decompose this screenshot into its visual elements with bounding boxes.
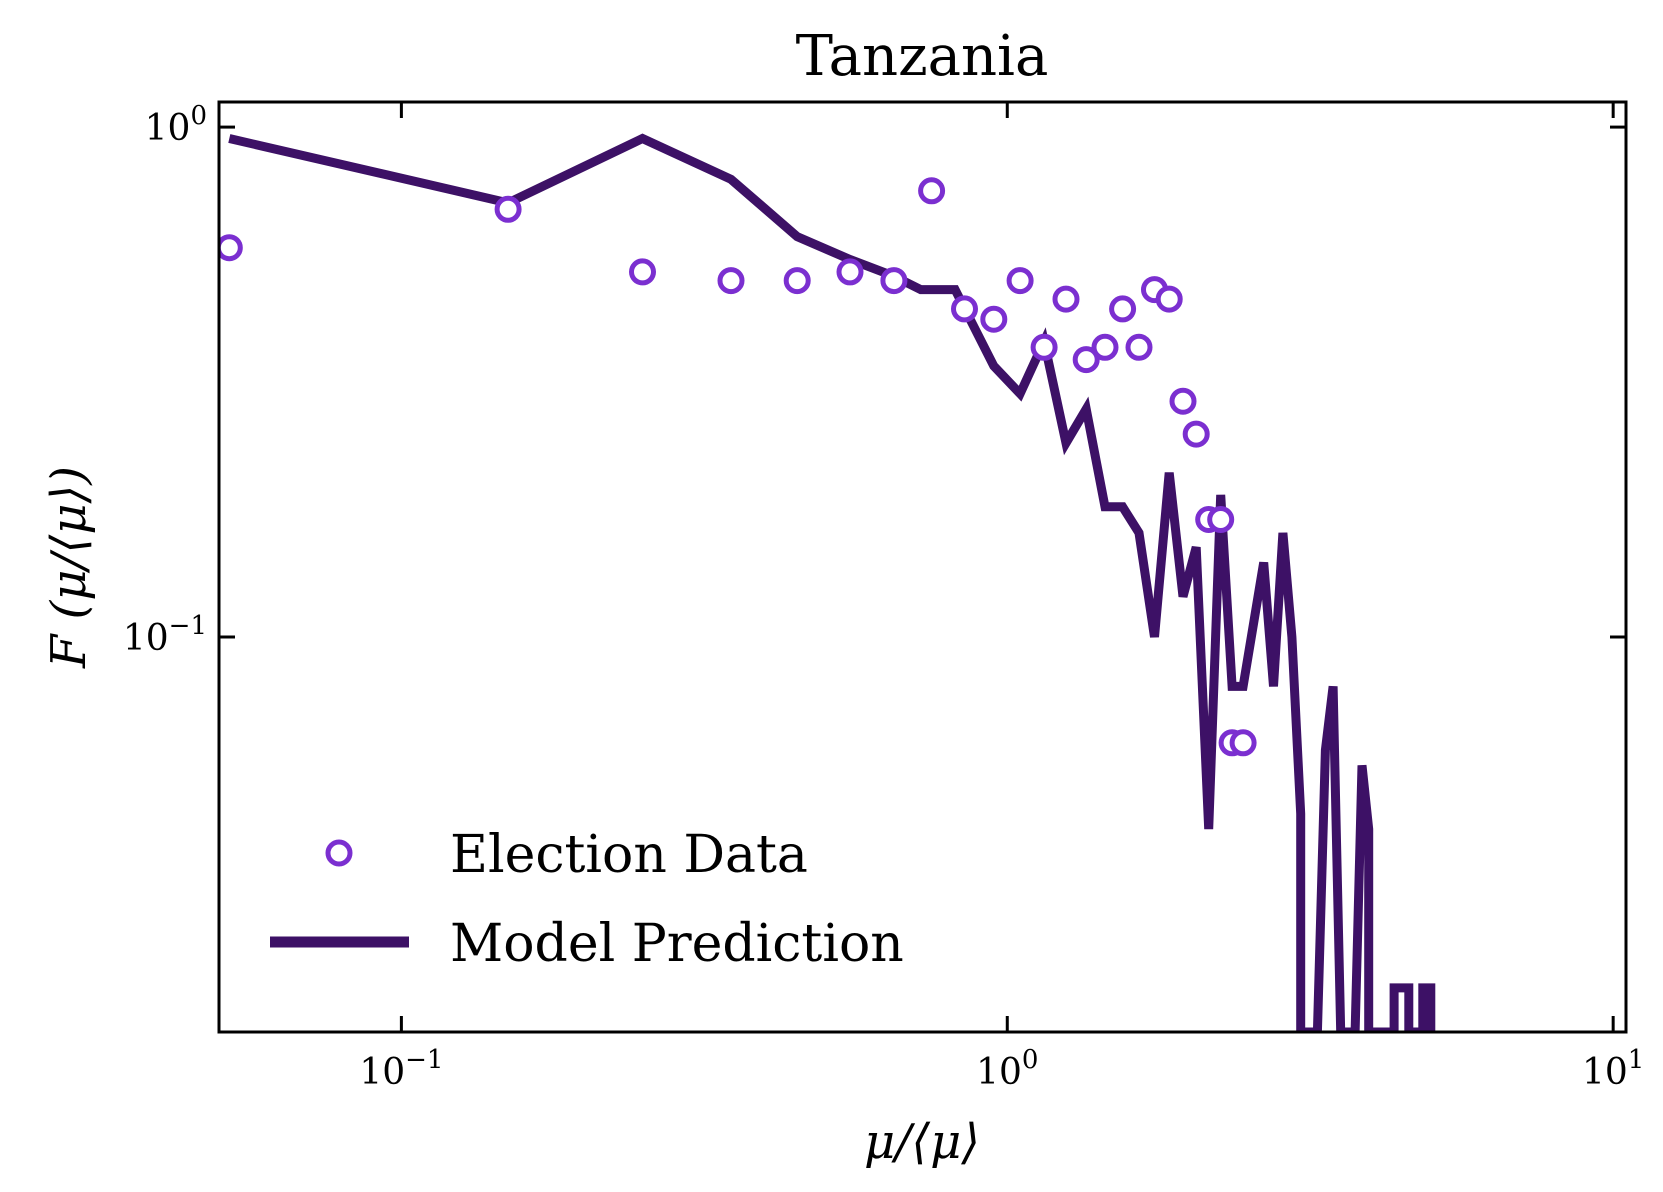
election-data-point — [1109, 295, 1137, 323]
legend-marker-election-data — [325, 839, 353, 867]
y-tick-label: 100 — [145, 101, 207, 149]
chart-title: Tanzania — [796, 24, 1049, 89]
election-data-point — [1155, 285, 1183, 313]
election-data-point — [980, 305, 1008, 333]
election-data-point — [1030, 333, 1058, 361]
plot-area — [219, 133, 1436, 1032]
legend: Election Data Model Prediction — [270, 825, 904, 974]
election-data-point — [1207, 506, 1235, 533]
x-axis-label: μ/⟨μ⟩ — [864, 1114, 980, 1170]
model-prediction-line — [228, 133, 1436, 1032]
y-tick-label: 10−1 — [123, 611, 207, 659]
election-data-point — [717, 267, 745, 295]
election-data-point — [918, 177, 946, 205]
election-data-point — [1182, 420, 1210, 448]
election-data-point — [629, 258, 656, 286]
election-data-point — [1072, 346, 1100, 374]
election-data-point — [880, 267, 908, 295]
x-tick-label: 100 — [976, 1045, 1038, 1093]
plot-frame — [217, 100, 1628, 1034]
election-data-point — [1169, 387, 1197, 415]
election-data-point — [1125, 333, 1153, 361]
election-data-point — [1091, 333, 1119, 361]
election-data-point — [783, 267, 811, 295]
election-data-point — [219, 234, 243, 262]
election-data-point — [836, 258, 864, 286]
election-data-point — [1229, 729, 1257, 757]
election-data-point — [951, 295, 978, 323]
election-data-point — [1052, 285, 1080, 313]
x-tick-label: 101 — [1582, 1045, 1644, 1093]
x-tick-label: 10−1 — [359, 1045, 443, 1093]
legend-label-election-data: Election Data — [450, 825, 808, 885]
election-data-points — [219, 177, 1257, 757]
y-axis: 10−1 100 — [123, 101, 1626, 659]
election-data-point — [1006, 267, 1034, 295]
legend-label-model-prediction: Model Prediction — [450, 914, 904, 974]
y-axis-label: F (μ/⟨μ⟩) — [41, 466, 97, 669]
election-data-point — [494, 195, 522, 223]
